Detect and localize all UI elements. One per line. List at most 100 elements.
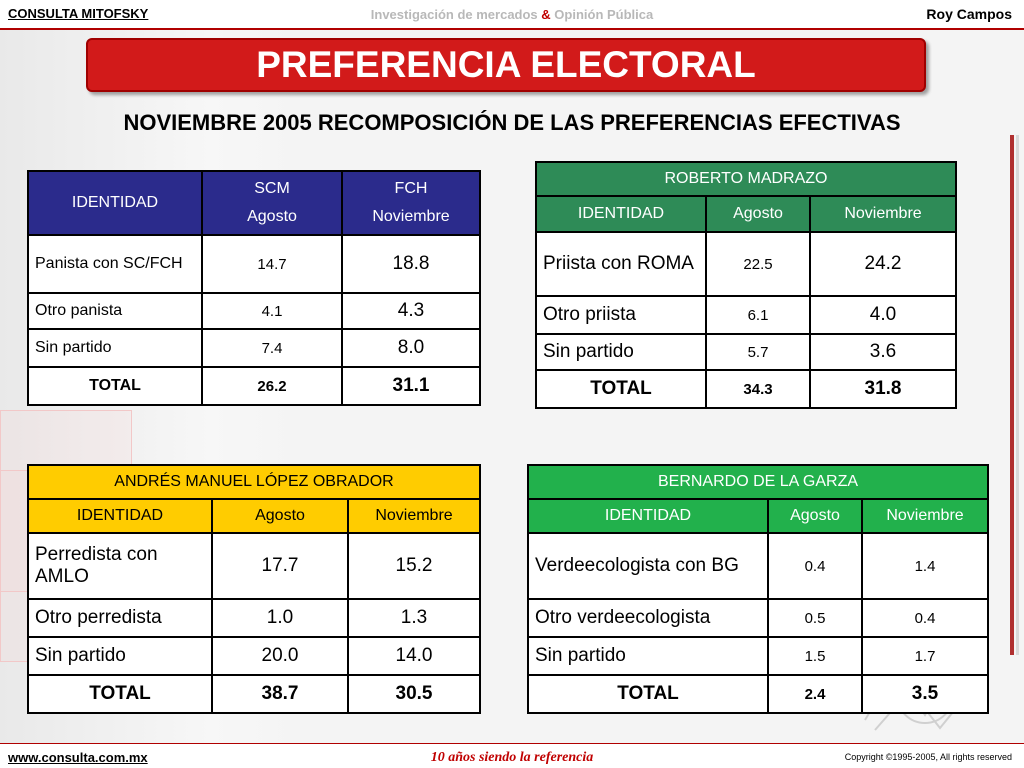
table-candidate-row: BERNARDO DE LA GARZA bbox=[527, 464, 989, 500]
author-name: Roy Campos bbox=[926, 6, 1012, 22]
row-label: Verdeecologista con BG bbox=[527, 532, 769, 600]
title-banner: PREFERENCIA ELECTORAL bbox=[86, 38, 926, 92]
table-row: Otro perredista 1.0 1.3 bbox=[27, 598, 481, 638]
total-label: TOTAL bbox=[527, 674, 769, 714]
total-label: TOTAL bbox=[27, 674, 213, 714]
table-pvem: BERNARDO DE LA GARZA IDENTIDAD Agosto No… bbox=[527, 464, 989, 714]
table-row: Panista con SC/FCH 14.7 18.8 bbox=[27, 234, 481, 294]
value-agosto: 7.4 bbox=[201, 328, 343, 368]
value-noviembre: 4.0 bbox=[809, 295, 957, 335]
total-noviembre: 30.5 bbox=[347, 674, 481, 714]
value-noviembre: 8.0 bbox=[341, 328, 481, 368]
value-noviembre: 3.6 bbox=[809, 333, 957, 371]
row-label: Otro priista bbox=[535, 295, 707, 335]
header-bar bbox=[0, 0, 1024, 28]
table-header-row: IDENTIDAD Agosto Noviembre bbox=[527, 498, 989, 534]
row-label: Panista con SC/FCH bbox=[27, 234, 203, 294]
row-label: Perredista con AMLO bbox=[27, 532, 213, 600]
col-header-noviembre: Noviembre bbox=[809, 195, 957, 233]
brand-name: CONSULTA MITOFSKY bbox=[8, 6, 149, 21]
total-agosto: 26.2 bbox=[201, 366, 343, 406]
col-header-scm-line1: SCM bbox=[254, 180, 290, 197]
total-noviembre: 3.5 bbox=[861, 674, 989, 714]
value-agosto: 5.7 bbox=[705, 333, 811, 371]
page-title: PREFERENCIA ELECTORAL bbox=[256, 44, 756, 85]
table-row: Otro priista 6.1 4.0 bbox=[535, 295, 957, 335]
table-total-row: TOTAL 34.3 31.8 bbox=[535, 369, 957, 409]
col-header-fch-line1: FCH bbox=[394, 180, 428, 197]
value-agosto: 4.1 bbox=[201, 292, 343, 330]
website-link[interactable]: www.consulta.com.mx bbox=[8, 750, 148, 765]
table-header-row: IDENTIDAD SCM Agosto FCH Noviembre bbox=[27, 170, 481, 236]
footer-bar bbox=[0, 744, 1024, 768]
col-header-agosto: Agosto bbox=[705, 195, 811, 233]
value-noviembre: 18.8 bbox=[341, 234, 481, 294]
tagline-part2: Opinión Pública bbox=[550, 7, 654, 22]
table-prd: ANDRÉS MANUEL LÓPEZ OBRADOR IDENTIDAD Ag… bbox=[27, 464, 481, 714]
table-total-row: TOTAL 2.4 3.5 bbox=[527, 674, 989, 714]
candidate-name: ANDRÉS MANUEL LÓPEZ OBRADOR bbox=[27, 464, 481, 500]
total-noviembre: 31.8 bbox=[809, 369, 957, 409]
value-agosto: 0.5 bbox=[767, 598, 863, 638]
table-pri: ROBERTO MADRAZO IDENTIDAD Agosto Noviemb… bbox=[535, 161, 957, 409]
value-noviembre: 1.4 bbox=[861, 532, 989, 600]
col-header-fch-line2: Noviembre bbox=[372, 208, 450, 225]
value-noviembre: 15.2 bbox=[347, 532, 481, 600]
table-row: Verdeecologista con BG 0.4 1.4 bbox=[527, 532, 989, 600]
table-header-row: IDENTIDAD Agosto Noviembre bbox=[27, 498, 481, 534]
value-agosto: 1.0 bbox=[211, 598, 349, 638]
row-label: Sin partido bbox=[27, 328, 203, 368]
table-pan: IDENTIDAD SCM Agosto FCH Noviembre Panis… bbox=[27, 170, 481, 406]
table-total-row: TOTAL 26.2 31.1 bbox=[27, 366, 481, 406]
col-header-identidad: IDENTIDAD bbox=[27, 170, 203, 236]
col-header-noviembre: Noviembre bbox=[347, 498, 481, 534]
value-noviembre: 0.4 bbox=[861, 598, 989, 638]
value-noviembre: 4.3 bbox=[341, 292, 481, 330]
total-label: TOTAL bbox=[535, 369, 707, 409]
footer-divider bbox=[0, 743, 1024, 744]
value-agosto: 17.7 bbox=[211, 532, 349, 600]
table-row: Otro verdeecologista 0.5 0.4 bbox=[527, 598, 989, 638]
table-row: Sin partido 7.4 8.0 bbox=[27, 328, 481, 368]
row-label: Sin partido bbox=[527, 636, 769, 676]
value-noviembre: 1.3 bbox=[347, 598, 481, 638]
copyright-text: Copyright ©1995-2005, All rights reserve… bbox=[844, 752, 1012, 762]
col-header-agosto: Agosto bbox=[211, 498, 349, 534]
table-row: Priista con ROMA 22.5 24.2 bbox=[535, 231, 957, 297]
tagline: Investigación de mercados & Opinión Públ… bbox=[0, 7, 1024, 22]
value-noviembre: 1.7 bbox=[861, 636, 989, 676]
col-header-identidad: IDENTIDAD bbox=[535, 195, 707, 233]
table-header-row: IDENTIDAD Agosto Noviembre bbox=[535, 195, 957, 233]
total-agosto: 34.3 bbox=[705, 369, 811, 409]
value-agosto: 6.1 bbox=[705, 295, 811, 335]
table-row: Sin partido 20.0 14.0 bbox=[27, 636, 481, 676]
row-label: Otro panista bbox=[27, 292, 203, 330]
value-agosto: 0.4 bbox=[767, 532, 863, 600]
table-row: Perredista con AMLO 17.7 15.2 bbox=[27, 532, 481, 600]
total-agosto: 38.7 bbox=[211, 674, 349, 714]
value-agosto: 14.7 bbox=[201, 234, 343, 294]
page-subtitle: NOVIEMBRE 2005 RECOMPOSICIÓN DE LAS PREF… bbox=[123, 110, 901, 135]
value-noviembre: 24.2 bbox=[809, 231, 957, 297]
col-header-scm: SCM Agosto bbox=[201, 170, 343, 236]
col-header-noviembre: Noviembre bbox=[861, 498, 989, 534]
col-header-scm-line2: Agosto bbox=[247, 208, 297, 225]
row-label: Sin partido bbox=[535, 333, 707, 371]
value-agosto: 20.0 bbox=[211, 636, 349, 676]
value-noviembre: 14.0 bbox=[347, 636, 481, 676]
tagline-ampersand: & bbox=[541, 7, 551, 22]
footer-slogan: 10 años siendo la referencia bbox=[430, 750, 594, 765]
col-header-identidad: IDENTIDAD bbox=[527, 498, 769, 534]
candidate-name: BERNARDO DE LA GARZA bbox=[527, 464, 989, 500]
total-agosto: 2.4 bbox=[767, 674, 863, 714]
row-label: Priista con ROMA bbox=[535, 231, 707, 297]
col-header-identidad: IDENTIDAD bbox=[27, 498, 213, 534]
row-label: Sin partido bbox=[27, 636, 213, 676]
row-label: Otro perredista bbox=[27, 598, 213, 638]
table-row: Sin partido 1.5 1.7 bbox=[527, 636, 989, 676]
table-total-row: TOTAL 38.7 30.5 bbox=[27, 674, 481, 714]
table-candidate-row: ROBERTO MADRAZO bbox=[535, 161, 957, 197]
decorative-stripe bbox=[1010, 135, 1014, 655]
table-row: Otro panista 4.1 4.3 bbox=[27, 292, 481, 330]
table-candidate-row: ANDRÉS MANUEL LÓPEZ OBRADOR bbox=[27, 464, 481, 500]
